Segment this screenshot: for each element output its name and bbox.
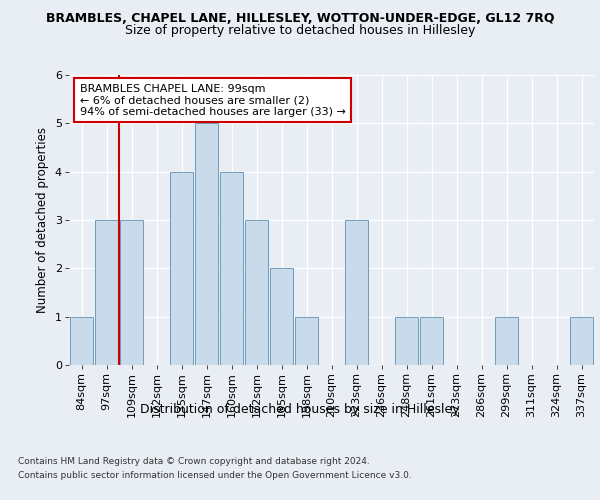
Bar [395, 316, 418, 365]
Text: Contains public sector information licensed under the Open Government Licence v3: Contains public sector information licen… [18, 471, 412, 480]
Y-axis label: Number of detached properties: Number of detached properties [37, 127, 49, 313]
Bar [95, 220, 118, 365]
Bar [295, 316, 319, 365]
Bar [170, 172, 193, 365]
Text: BRAMBLES, CHAPEL LANE, HILLESLEY, WOTTON-UNDER-EDGE, GL12 7RQ: BRAMBLES, CHAPEL LANE, HILLESLEY, WOTTON… [46, 12, 554, 26]
Bar [194, 124, 218, 365]
Bar [344, 220, 368, 365]
Bar [119, 220, 143, 365]
Text: Distribution of detached houses by size in Hillesley: Distribution of detached houses by size … [140, 402, 460, 415]
Bar [245, 220, 268, 365]
Text: Contains HM Land Registry data © Crown copyright and database right 2024.: Contains HM Land Registry data © Crown c… [18, 458, 370, 466]
Bar [220, 172, 244, 365]
Bar [569, 316, 593, 365]
Text: BRAMBLES CHAPEL LANE: 99sqm
← 6% of detached houses are smaller (2)
94% of semi-: BRAMBLES CHAPEL LANE: 99sqm ← 6% of deta… [79, 84, 346, 117]
Bar [70, 316, 94, 365]
Bar [419, 316, 443, 365]
Bar [494, 316, 518, 365]
Bar [269, 268, 293, 365]
Text: Size of property relative to detached houses in Hillesley: Size of property relative to detached ho… [125, 24, 475, 37]
